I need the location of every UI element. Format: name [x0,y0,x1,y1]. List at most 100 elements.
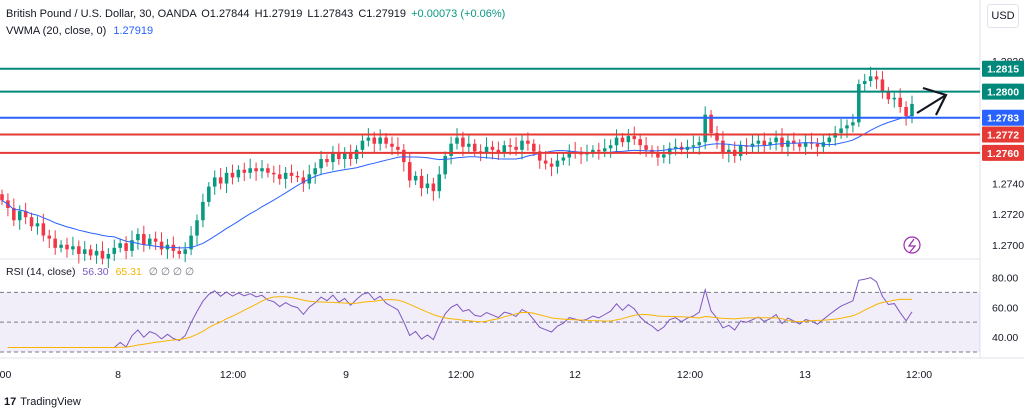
candle [555,160,560,167]
candle [390,143,394,147]
candle [224,172,229,184]
candle [543,160,548,164]
close-label: C [358,8,367,20]
open-value: 1.27844 [209,8,250,20]
candle [632,136,637,140]
candle [703,114,707,143]
candle [904,106,908,117]
candle [750,143,755,147]
currency-button[interactable]: USD [987,4,1019,28]
high-value: 1.27919 [262,8,303,20]
candle [673,146,678,149]
candle [118,243,122,248]
candle [384,137,388,144]
candle [0,194,4,201]
indicator-value: 1.27919 [113,25,154,37]
rsi-name[interactable]: RSI (14, close) [6,266,76,278]
arrow-head [922,86,948,116]
change-value: +0.00073 (+0.06%) [411,8,506,20]
candle [236,169,241,178]
candle [644,145,648,150]
price-tick-label: 1.2700 [992,240,1024,252]
candle [845,125,849,129]
candle [295,175,300,178]
candle [378,137,382,144]
candle [774,137,778,143]
candle [53,238,57,248]
candle [715,133,719,141]
arrow-shaft [916,94,947,114]
candle [230,172,235,178]
level-label-box [982,144,1024,161]
candle [656,152,660,158]
candle [857,84,861,123]
candle [47,235,52,239]
candle [100,250,105,259]
candle [508,145,512,147]
candle [561,157,566,161]
candle [372,137,377,144]
candle [177,250,182,254]
low-label: L [307,8,314,20]
candle [780,137,784,147]
arrow-icon [916,86,948,116]
candle [354,149,359,160]
candle [449,143,453,156]
candle [614,137,619,146]
candle [360,140,365,150]
candle [768,142,772,146]
close-value: 1.27919 [366,8,407,20]
candle [898,97,902,107]
candle [667,148,672,155]
candle [65,244,69,250]
time-tick-label: 12 [569,369,581,381]
candle [827,137,832,143]
candle [12,208,16,221]
candle [124,243,128,251]
candle [159,241,164,250]
candle [77,246,81,254]
candle [727,149,731,153]
candle [626,136,631,143]
level-label: 1.2815 [987,64,1019,76]
candle [815,143,820,147]
candle [183,249,187,254]
candle [325,159,329,163]
candle [82,249,87,254]
low-value: 1.27843 [313,8,354,20]
indicator-name[interactable]: VWMA (20, close, 0) [6,25,107,37]
indicator-header: VWMA (20, close, 0) 1.27919 [6,25,153,37]
candle [106,253,111,259]
time-tick-label: 12:00 [906,369,932,381]
level-label: 1.2783 [987,113,1019,125]
level-label-box [982,83,1024,100]
candle [886,91,891,100]
rsi-header: RSI (14, close) 56.30 65.31 ∅ ∅ ∅ ∅ [6,266,194,278]
candle [266,168,270,173]
candle [17,211,22,221]
candle [537,151,542,161]
candle [502,145,507,153]
candle [443,155,447,175]
candle [254,168,258,172]
candle [532,143,536,152]
candle [112,247,117,254]
candle [71,246,75,250]
candle [142,234,146,245]
price-tick-label: 1.2740 [992,179,1024,191]
symbol-title[interactable]: British Pound / U.S. Dollar, 30, OANDA [6,8,197,20]
candle [147,238,152,245]
level-label: 1.2760 [987,148,1019,160]
candle [567,151,572,158]
rsi-value: 56.30 [82,266,109,278]
candle [597,149,601,152]
candle [41,223,46,236]
candle [337,152,341,160]
candle [413,175,418,181]
candle [88,249,93,256]
tradingview-logo[interactable]: 17 TradingView [4,396,81,408]
candle [407,162,412,181]
time-tick-label: 12:00 [448,369,474,381]
candle [691,145,696,147]
